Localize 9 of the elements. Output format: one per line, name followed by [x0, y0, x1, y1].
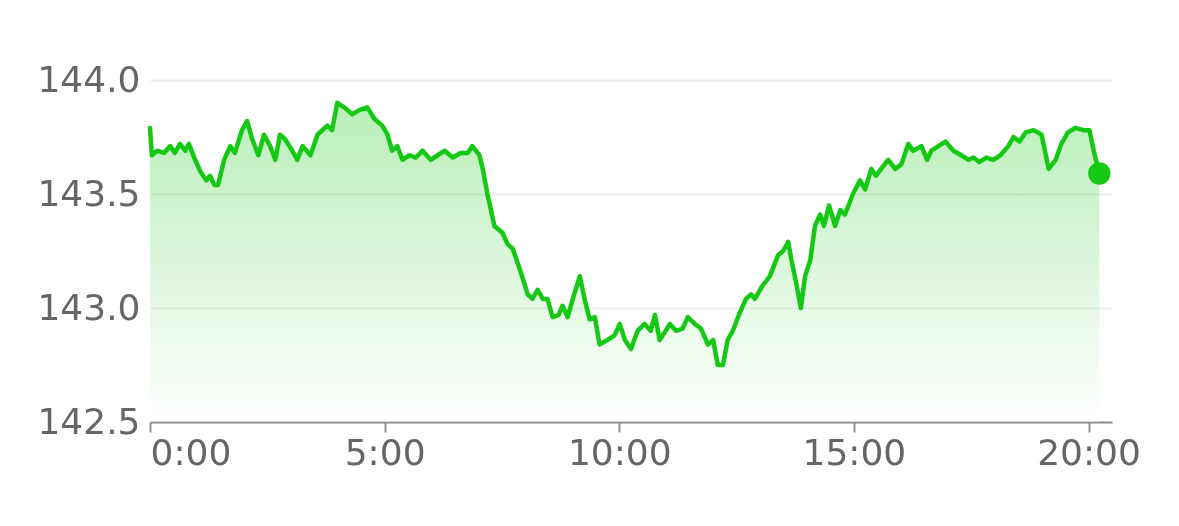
y-tick-label: 143.0: [37, 286, 141, 328]
x-tick-label: 5:00: [344, 431, 426, 473]
y-tick-label: 144.0: [37, 58, 141, 100]
x-tick-label: 10:00: [567, 431, 672, 473]
x-tick-label: 0:00: [150, 431, 232, 473]
x-tick-label: 15:00: [802, 431, 907, 473]
x-tick-label: 20:00: [1037, 431, 1141, 473]
y-tick-label: 142.5: [37, 400, 141, 442]
y-tick-label: 143.5: [37, 172, 141, 214]
